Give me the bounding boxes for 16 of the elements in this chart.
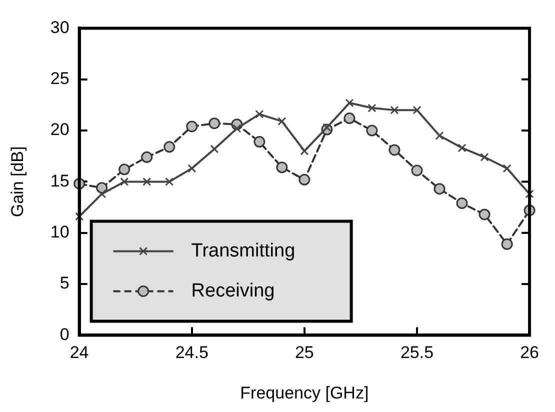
legend-label: Transmitting: [191, 240, 296, 262]
y-tick-label: 10: [50, 222, 70, 242]
y-tick-label: 5: [60, 274, 70, 293]
y-axis-title: Gain [dB]: [8, 146, 27, 218]
legend-label: Receiving: [191, 280, 275, 302]
y-tick-label: 0: [60, 324, 70, 344]
y-tick-label: 15: [50, 171, 70, 190]
x-tick-label: 24: [70, 343, 89, 362]
y-tick-label: 20: [50, 120, 70, 140]
x-tick-label: 24.5: [175, 343, 208, 362]
y-tick-label: 30: [50, 18, 70, 37]
x-tick-label: 25: [294, 343, 314, 362]
x-tick-label: 26: [520, 343, 540, 362]
y-tick-label: 25: [50, 69, 70, 88]
x-axis-title: Frequency [GHz]: [240, 383, 369, 402]
x-tick-label: 25.5: [400, 343, 434, 362]
